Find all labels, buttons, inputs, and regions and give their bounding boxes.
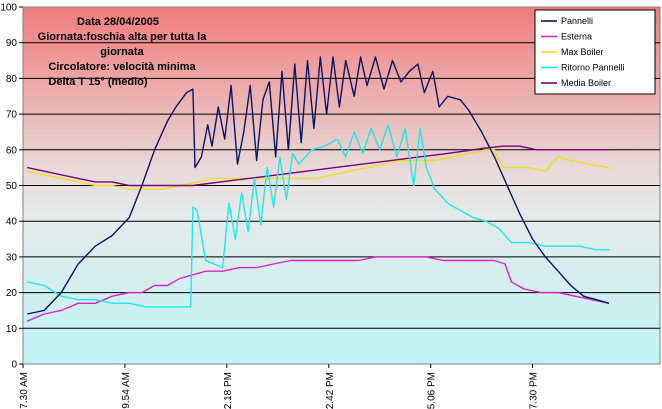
annotation-line-1: Data 28/04/2005 bbox=[77, 16, 159, 28]
legend-box bbox=[534, 9, 656, 95]
series-line-ritorno-pannelli bbox=[27, 124, 609, 308]
y-tick-label: 10 bbox=[6, 324, 18, 335]
x-axis: 7.30 AM 9.54 AM 12.18 PM 2.42 PM 5.06 PM 7.30… bbox=[19, 364, 540, 409]
annotation-line-3: giornata bbox=[100, 46, 144, 58]
legend-label: Max Boiler bbox=[561, 47, 604, 57]
annotation-line-5: Delta T 15° (medio) bbox=[48, 76, 147, 88]
y-tick-label: 60 bbox=[6, 145, 18, 156]
y-tick-label: 70 bbox=[6, 110, 18, 121]
annotation-box: Data 28/04/2005 Giornata:foschia alta pe… bbox=[38, 16, 208, 88]
legend-label: Ritorno Pannelli bbox=[561, 63, 625, 73]
y-axis: 0 10 20 30 40 50 60 70 80 90 100 bbox=[0, 3, 23, 371]
x-tick-label: 12.18 PM bbox=[223, 372, 234, 409]
legend-label: Esterna bbox=[561, 32, 592, 42]
series-line-esterna bbox=[26, 256, 610, 322]
x-tick-label: 5.06 PM bbox=[427, 372, 438, 409]
legend: Pannelli Esterna Max Boiler Ritorno Pannell… bbox=[534, 9, 656, 95]
series-line-media-boiler bbox=[27, 145, 609, 187]
y-tick-label: 50 bbox=[6, 181, 18, 192]
y-tick-label: 20 bbox=[6, 288, 18, 299]
series-line-max-boiler bbox=[27, 149, 610, 190]
y-tick-label: 0 bbox=[11, 360, 17, 371]
series-lines bbox=[26, 56, 610, 322]
y-tick-label: 100 bbox=[0, 3, 17, 14]
series-line-pannelli bbox=[27, 56, 610, 315]
y-tick-label: 80 bbox=[6, 74, 18, 85]
annotation-line-4: Circolatore: velocità minima bbox=[48, 61, 196, 73]
annotation-line-2: Giornata:foschia alta per tutta la bbox=[38, 31, 208, 43]
y-tick-label: 30 bbox=[6, 252, 18, 263]
y-tick-label: 90 bbox=[6, 38, 18, 49]
x-tick-label: 7.30 PM bbox=[529, 372, 540, 409]
x-tick-label: 2.42 PM bbox=[325, 372, 336, 409]
legend-label: Pannelli bbox=[561, 16, 593, 26]
x-tick-label: 7.30 AM bbox=[19, 372, 30, 409]
legend-label: Media Boiler bbox=[561, 78, 611, 88]
x-tick-label: 9.54 AM bbox=[121, 372, 132, 409]
legend-items: Pannelli Esterna Max Boiler Ritorno Pannell… bbox=[541, 16, 625, 88]
y-tick-label: 40 bbox=[6, 217, 18, 228]
